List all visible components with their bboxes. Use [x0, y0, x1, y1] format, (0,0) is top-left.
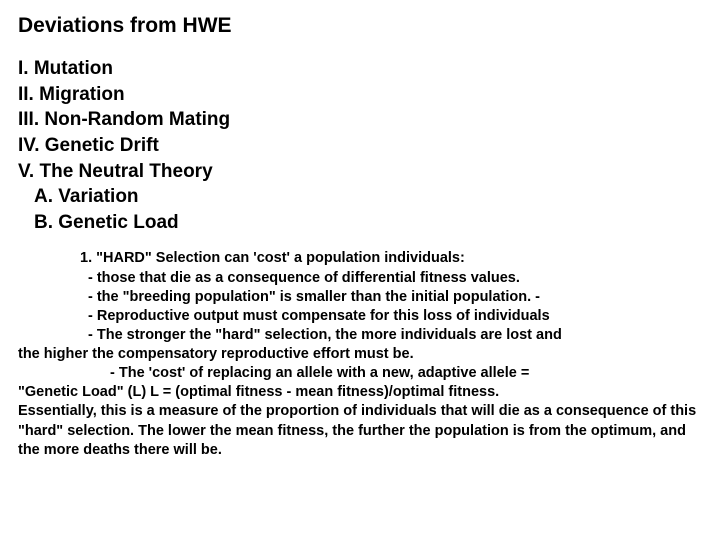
body-bullet-4b: the higher the compensatory reproductive…: [18, 345, 702, 364]
outline-sub-genetic-load: B. Genetic Load: [18, 210, 702, 236]
body-paragraph: Essentially, this is a measure of the pr…: [18, 402, 702, 459]
body-bullet-5b: "Genetic Load" (L) L = (optimal fitness …: [18, 383, 702, 402]
outline-list: I. Mutation II. Migration III. Non-Rando…: [18, 56, 702, 235]
body-bullet-3: - Reproductive output must compensate fo…: [18, 307, 702, 326]
outline-item-migration: II. Migration: [18, 82, 702, 108]
outline-item-mutation: I. Mutation: [18, 56, 702, 82]
outline-item-genetic-drift: IV. Genetic Drift: [18, 133, 702, 159]
slide-title: Deviations from HWE: [18, 14, 702, 38]
body-bullet-2: - the "breeding population" is smaller t…: [18, 288, 702, 307]
slide-container: Deviations from HWE I. Mutation II. Migr…: [0, 0, 720, 470]
body-bullet-4a: - The stronger the "hard" selection, the…: [18, 326, 702, 345]
outline-item-nonrandom-mating: III. Non-Random Mating: [18, 107, 702, 133]
outline-item-neutral-theory: V. The Neutral Theory: [18, 159, 702, 185]
body-text: 1. "HARD" Selection can 'cost' a populat…: [18, 249, 702, 459]
outline-sub-variation: A. Variation: [18, 184, 702, 210]
body-lead: 1. "HARD" Selection can 'cost' a populat…: [18, 249, 702, 268]
body-bullet-5a: - The 'cost' of replacing an allele with…: [18, 364, 702, 383]
body-bullet-1: - those that die as a consequence of dif…: [18, 269, 702, 288]
